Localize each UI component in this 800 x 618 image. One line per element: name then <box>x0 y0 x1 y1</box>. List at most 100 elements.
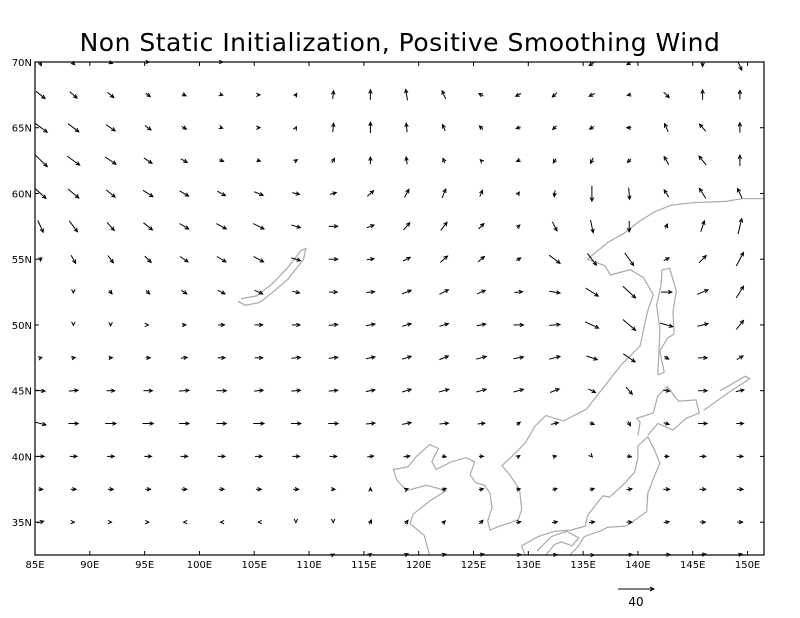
wind-arrow <box>478 125 484 130</box>
wind-arrow <box>663 91 670 99</box>
wind-arrow <box>700 88 705 100</box>
wind-arrow <box>292 454 301 459</box>
wind-arrow <box>737 519 744 525</box>
wind-arrow <box>663 388 671 393</box>
wind-arrow <box>71 289 76 295</box>
wind-arrow <box>664 454 670 459</box>
y-tick-label: 45N <box>12 387 32 398</box>
wind-arrow <box>34 188 47 200</box>
wind-arrow <box>549 322 562 327</box>
wind-arrow <box>588 92 595 97</box>
wind-arrow <box>625 386 634 396</box>
wind-arrow <box>291 257 302 262</box>
wind-arrow <box>38 487 44 492</box>
reference-vector: 40 <box>618 586 656 609</box>
wind-arrow <box>216 223 228 230</box>
wind-arrow <box>403 454 411 459</box>
wind-arrow <box>218 125 224 130</box>
wind-arrow <box>698 355 709 360</box>
wind-arrow <box>331 487 337 492</box>
wind-arrow <box>623 353 636 363</box>
wind-arrow <box>368 121 373 134</box>
wind-arrow <box>293 159 299 164</box>
wind-arrow <box>476 388 488 393</box>
wind-arrow <box>626 519 634 525</box>
x-tick-label: 115E <box>351 560 376 571</box>
wind-arrow <box>145 92 152 98</box>
wind-arrow <box>663 257 671 262</box>
wind-arrow <box>255 487 263 492</box>
wind-arrow <box>253 256 265 263</box>
wind-arrow <box>478 454 485 459</box>
wind-arrow <box>589 520 596 525</box>
wind-arrow <box>700 62 705 68</box>
y-tick-label: 60N <box>12 189 32 200</box>
x-tick-label: 140E <box>625 560 650 571</box>
x-tick-label: 90E <box>80 560 99 571</box>
wind-arrow <box>622 285 637 299</box>
wind-arrow <box>735 251 745 267</box>
map-title: Non Static Initialization, Positive Smoo… <box>79 28 721 57</box>
wind-arrow <box>401 355 413 360</box>
wind-arrow <box>403 487 410 492</box>
wind-arrow <box>37 220 44 234</box>
reference-vector-label: 40 <box>628 595 643 609</box>
wind-arrow <box>626 421 632 427</box>
wind-arrow <box>328 355 339 360</box>
wind-arrow <box>698 155 707 166</box>
wind-arrow <box>478 487 485 492</box>
wind-arrow <box>737 187 743 199</box>
wind-arrow <box>105 189 116 198</box>
wind-arrow <box>401 289 413 295</box>
wind-arrow <box>515 454 521 460</box>
wind-arrow <box>292 125 297 131</box>
wind-arrow <box>34 421 48 427</box>
wind-arrow <box>590 219 595 234</box>
wind-arrow <box>404 88 409 101</box>
wind-arrow <box>108 321 113 327</box>
wind-arrow <box>551 92 558 98</box>
wind-arrow <box>440 221 448 231</box>
wind-arrow <box>368 88 373 100</box>
wind-arrow <box>663 155 670 165</box>
wind-arrow <box>479 519 484 525</box>
wind-arrow <box>661 289 673 295</box>
x-tick-label: 105E <box>242 560 267 571</box>
wind-arrow <box>441 89 447 100</box>
wind-arrow <box>219 519 225 525</box>
wind-arrow <box>70 487 78 492</box>
wind-arrow <box>514 289 524 295</box>
wind-arrow <box>585 287 600 297</box>
wind-arrow <box>663 520 671 525</box>
wind-arrow <box>588 125 595 130</box>
wind-arrow <box>439 289 450 295</box>
wind-arrow <box>181 92 187 97</box>
wind-arrow <box>107 454 116 459</box>
wind-arrow <box>253 191 265 196</box>
wind-arrow <box>625 125 632 130</box>
wind-arrow <box>736 355 744 361</box>
wind-arrow <box>442 157 447 164</box>
wind-arrow <box>513 355 525 360</box>
wind-arrow <box>217 190 227 197</box>
wind-arrow <box>68 388 80 393</box>
coastline-mainland <box>392 198 764 556</box>
coastline-kyushu_shikoku <box>536 530 580 556</box>
wind-arrow <box>179 421 191 426</box>
wind-arrow <box>145 355 152 360</box>
wind-arrow <box>737 154 743 166</box>
wind-arrow <box>737 61 743 72</box>
wind-arrow <box>404 155 409 165</box>
y-tick-label: 50N <box>12 321 32 332</box>
wind-arrow <box>37 356 43 361</box>
wind-arrow <box>438 388 450 393</box>
wind-arrow <box>516 487 522 492</box>
wind-arrow <box>145 289 151 295</box>
coastline-hokkaido <box>635 385 701 436</box>
wind-arrow <box>216 421 228 426</box>
wind-arrow <box>515 191 520 197</box>
wind-arrow <box>659 322 674 328</box>
wind-arrow <box>142 189 154 198</box>
wind-arrow <box>735 388 746 393</box>
wind-arrow <box>328 388 339 393</box>
